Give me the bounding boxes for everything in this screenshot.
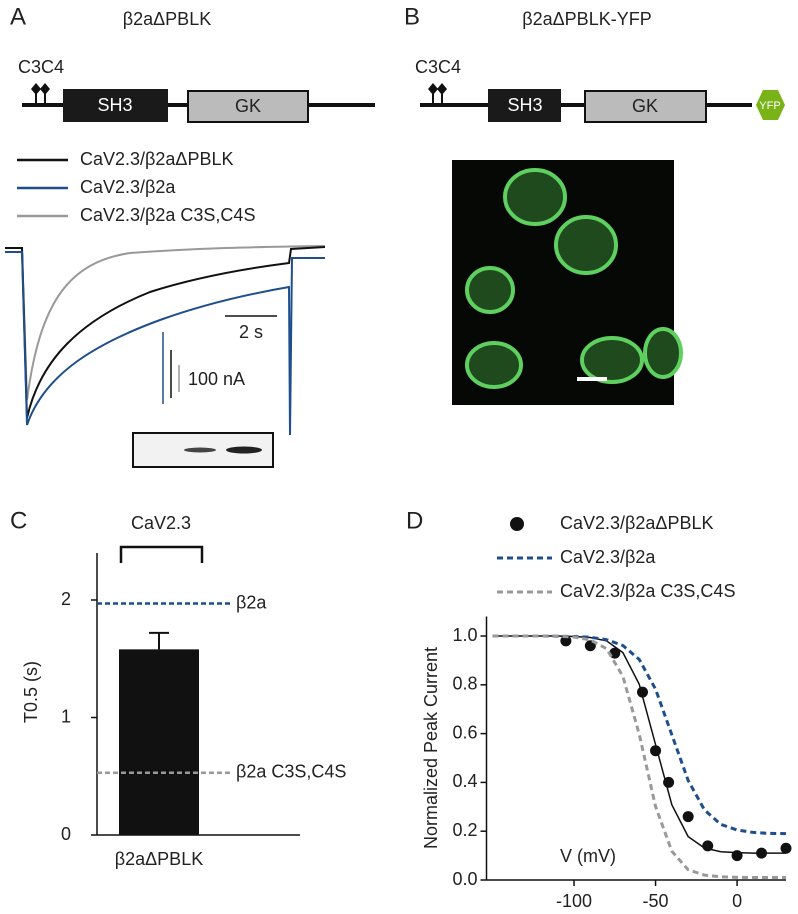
curve <box>492 634 786 880</box>
data-point <box>650 745 662 757</box>
western-blot <box>132 432 274 468</box>
legend-label: CaV2.3/β2a <box>560 547 656 567</box>
site-label: C3C4 <box>415 57 461 77</box>
data-point <box>756 847 768 859</box>
reference-label: β2a <box>236 592 267 612</box>
legend-label: CaV2.3/β2aΔPBLK <box>80 149 233 169</box>
y-axis-label: Normalized Peak Current <box>421 647 441 849</box>
data-point <box>702 840 714 852</box>
domain-label: GK <box>235 96 261 116</box>
legend: CaV2.3/β2aΔPBLK CaV2.3/β2a CaV2.3/β2a C3S,… <box>17 149 255 225</box>
time-scale: 2 s <box>239 322 263 342</box>
y-axis-label: T0.5 (s) <box>21 661 41 723</box>
bar-chart: C 0 1 2 T0.5 (s) CaV2.3 β2aΔPBLK β2a β2a C3S,C4S <box>10 507 346 868</box>
current-scale: 100 nA <box>188 369 245 389</box>
y-tick-label: 1 <box>61 706 71 726</box>
error-bar <box>149 631 169 650</box>
site-label: C3C4 <box>18 57 64 77</box>
domain-label: SH3 <box>97 95 132 115</box>
data-point <box>663 776 675 788</box>
x-axis-label: V (mV) <box>560 846 616 866</box>
legend-swatch <box>510 517 524 531</box>
construct-diagram <box>22 83 375 123</box>
domain-label: YFP <box>759 100 780 112</box>
x-tick-label: -50 <box>643 891 669 911</box>
y-tick-label: 0.0 <box>452 869 477 889</box>
legend-label: CaV2.3/β2a C3S,C4S <box>560 581 735 601</box>
reference-label: β2a C3S,C4S <box>236 761 346 781</box>
bracket <box>119 545 204 563</box>
bar <box>119 649 199 835</box>
x-tick-label: β2aΔPBLK <box>115 849 203 869</box>
bracket-label: CaV2.3 <box>131 513 191 533</box>
y-tick-label: 0.6 <box>452 722 477 742</box>
curve <box>492 634 787 836</box>
data-point <box>780 842 792 854</box>
data-point <box>731 850 743 862</box>
panel-label: C <box>10 507 27 534</box>
x-tick-label: -100 <box>556 891 592 911</box>
y-tick-label: 0 <box>61 824 71 844</box>
y-tick-label: 0.8 <box>452 674 477 694</box>
data-point <box>682 811 694 823</box>
data-point <box>560 635 572 647</box>
y-tick-label: 0.4 <box>452 771 477 791</box>
y-tick-label: 2 <box>61 589 71 609</box>
current-traces <box>5 245 326 436</box>
line-chart: D 0.0 0.2 0.4 0.6 0.8 1.0 -100 -50 0 Normalized Pe… <box>406 507 792 911</box>
domain-label: SH3 <box>507 95 542 115</box>
legend-label: CaV2.3/β2a C3S,C4S <box>80 205 255 225</box>
panel-title: β2aΔPBLK <box>123 9 211 29</box>
y-tick-label: 0.2 <box>452 820 477 840</box>
construct-diagram <box>420 83 785 123</box>
panel-label: A <box>10 3 26 30</box>
fit-line <box>492 635 786 854</box>
plot-frame <box>487 617 787 881</box>
y-tick-label: 1.0 <box>452 625 477 645</box>
panel-label: D <box>406 507 423 534</box>
legend-label: CaV2.3/β2aΔPBLK <box>560 513 713 533</box>
micrograph <box>452 160 683 405</box>
legend-label: CaV2.3/β2a <box>80 177 176 197</box>
panel-label: B <box>404 3 420 30</box>
data-point <box>637 686 649 698</box>
domain-label: GK <box>632 96 658 116</box>
panel-title: β2aΔPBLK-YFP <box>522 9 651 29</box>
x-tick-label: 0 <box>732 891 742 911</box>
